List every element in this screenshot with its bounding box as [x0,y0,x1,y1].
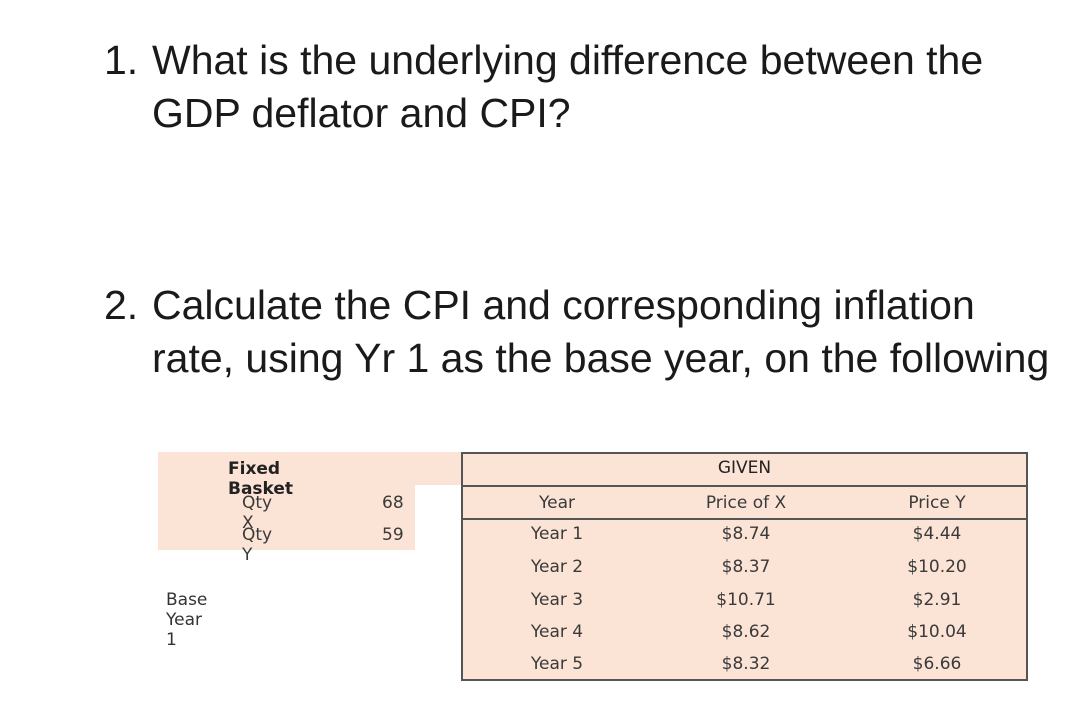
row-2-price-x: $8.37 [721,557,771,577]
row-4-year: Year 4 [530,622,584,642]
row-4-price-x: $8.62 [721,622,771,642]
row-4-price-y: $10.04 [907,622,967,642]
row-2-price-y: $10.20 [907,557,967,577]
given-table: GIVEN Year Price of X Price Y Year 1 $8.… [461,452,1028,681]
question-2: 2. Calculate the CPI and corresponding i… [104,279,1054,385]
row-3-price-x: $10.71 [716,590,776,610]
row-5-price-x: $8.32 [721,654,771,674]
header-bottom-divider [463,518,1026,520]
fixed-basket-title: Fixed Basket [228,459,294,499]
given-title: GIVEN [717,458,772,478]
question-1-number: 1. [104,37,139,83]
question-2-text: Calculate the CPI and corresponding infl… [152,282,1050,381]
question-1-text: What is the underlying difference betwee… [152,37,984,136]
qty-x-label: Qty X [242,493,273,533]
question-1: 1. What is the underlying difference bet… [104,34,1054,140]
qty-x-value: 68 [382,493,404,513]
fixed-basket-block [158,452,415,550]
qty-y-label: Qty Y [242,525,273,565]
question-2-number: 2. [104,282,139,328]
header-divider [463,485,1026,487]
header-year: Year [539,493,575,513]
row-3-price-y: $2.91 [912,590,962,610]
fixed-basket-header-strip [415,452,461,485]
row-1-price-y: $4.44 [912,524,962,544]
header-price-x: Price of X [705,493,787,513]
qty-y-value: 59 [382,525,404,545]
row-5-price-y: $6.66 [912,654,962,674]
header-price-y: Price Y [908,493,966,513]
row-2-year: Year 2 [530,557,584,577]
row-1-price-x: $8.74 [721,524,771,544]
row-5-year: Year 5 [530,654,584,674]
base-year-label: Base Year 1 [166,590,208,650]
row-1-year: Year 1 [530,524,584,544]
row-3-year: Year 3 [530,590,584,610]
